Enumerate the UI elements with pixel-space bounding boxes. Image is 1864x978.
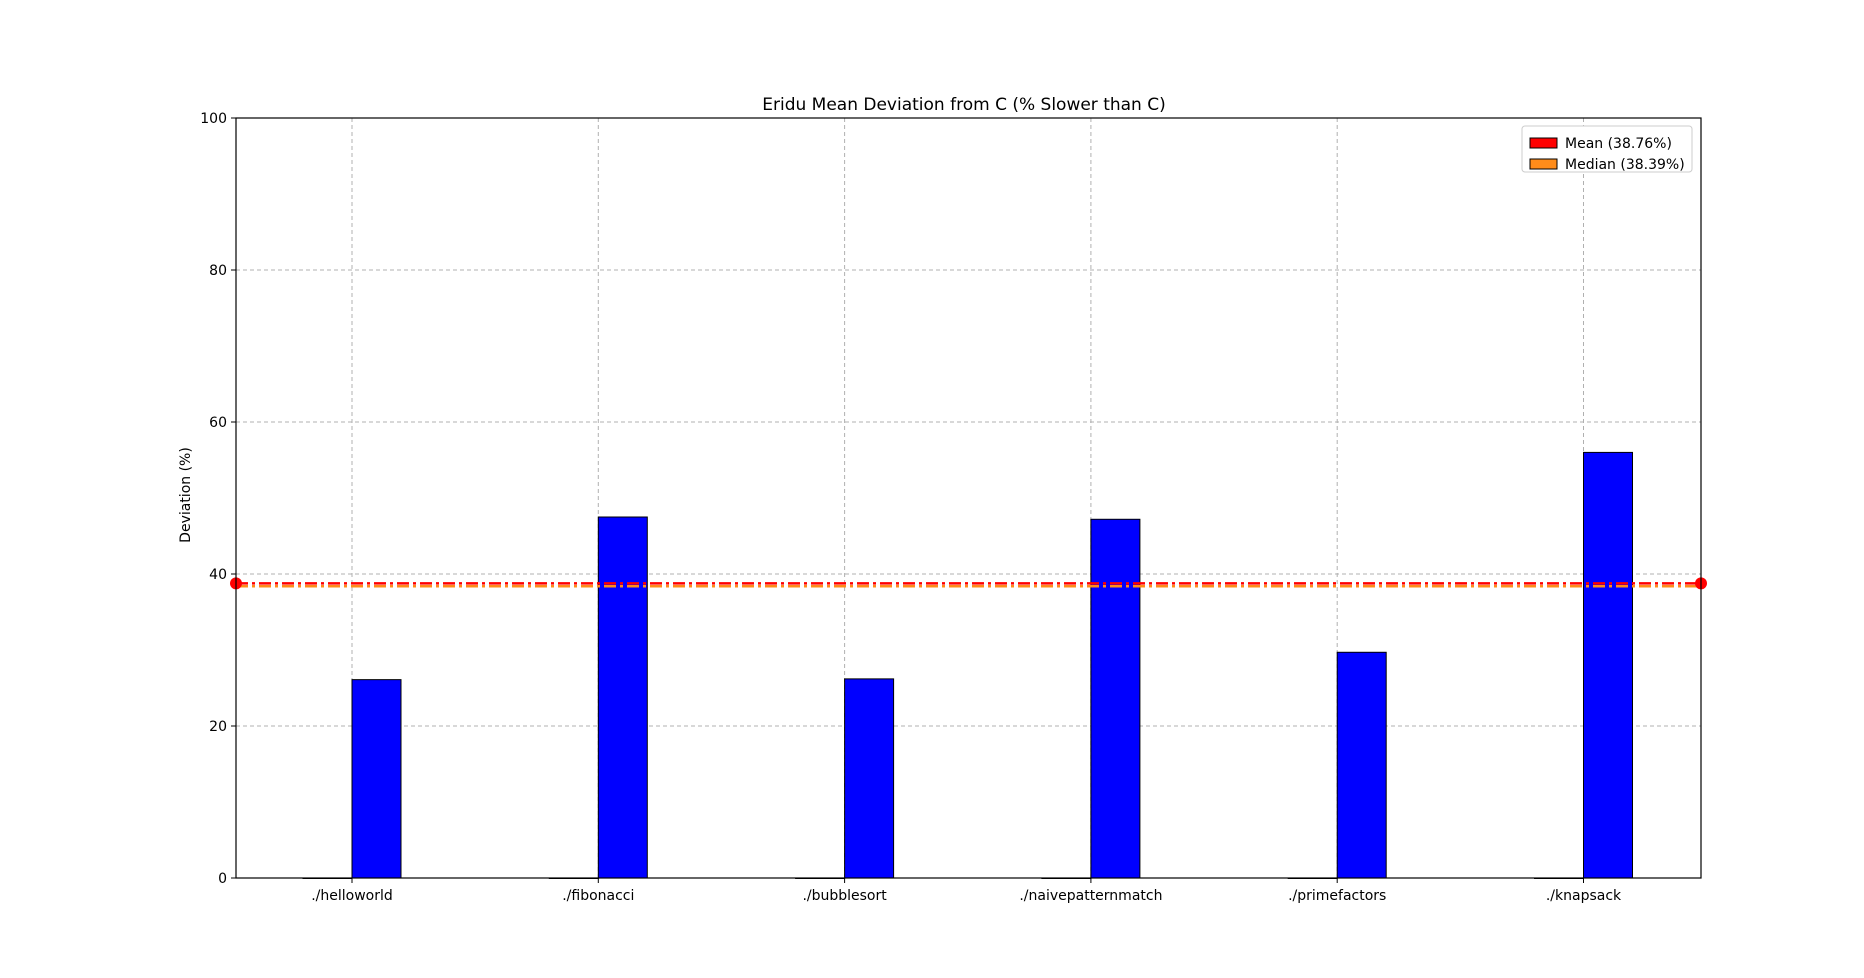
bar-bubblesort <box>844 678 895 879</box>
legend-swatch-mean <box>1529 137 1558 149</box>
x-axis-ticks: ./helloworld ./fibonacci ./bubblesort ./nai… <box>311 878 1622 904</box>
x-tick-label: ./knapsack <box>1546 888 1622 904</box>
bars <box>302 451 1633 879</box>
x-tick-label: ./helloworld <box>311 888 393 904</box>
x-tick-label: ./bubblesort <box>802 888 887 904</box>
y-axis-ticks: 0 20 40 60 80 100 <box>200 111 236 887</box>
bar-knapsack <box>1583 451 1633 879</box>
y-tick-label: 20 <box>209 719 227 735</box>
legend-label-median: Median (38.39%) <box>1565 157 1685 173</box>
x-tick-label: ./naivepatternmatch <box>1019 888 1162 904</box>
axes-frame <box>235 117 1702 879</box>
y-tick-label: 0 <box>218 871 227 887</box>
x-tick-label: ./primefactors <box>1288 888 1386 904</box>
legend: Mean (38.76%) Median (38.39%) <box>1521 125 1693 173</box>
y-tick-label: 40 <box>209 567 227 583</box>
y-tick-label: 60 <box>209 415 227 431</box>
legend-label-mean: Mean (38.76%) <box>1565 136 1672 152</box>
plot-frame <box>235 117 1702 879</box>
legend-swatch-median <box>1529 158 1558 170</box>
bar-naivepatternmatch <box>1090 518 1141 879</box>
y-tick-label: 100 <box>200 111 227 127</box>
bar-fibonacci <box>597 516 648 879</box>
x-tick-label: ./fibonacci <box>562 888 634 904</box>
y-tick-label: 80 <box>209 263 227 279</box>
y-axis-label: Deviation (%) <box>178 447 194 543</box>
chart-title: Eridu Mean Deviation from C (% Slower th… <box>762 95 1166 115</box>
legend-box <box>1521 125 1693 173</box>
bar-helloworld <box>351 679 402 879</box>
bar-primefactors <box>1336 651 1387 879</box>
